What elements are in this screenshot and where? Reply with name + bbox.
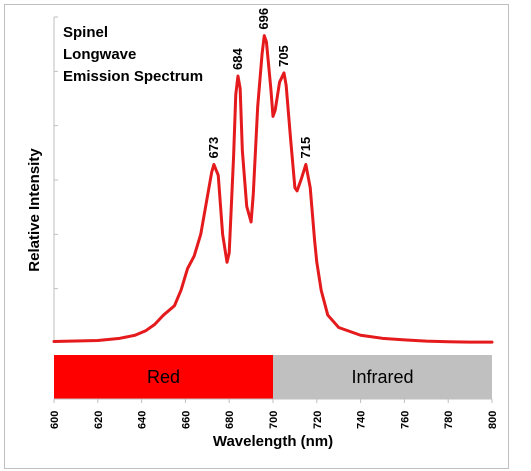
x-tick-label: 620 <box>93 411 105 429</box>
x-tick-label: 720 <box>312 411 324 429</box>
x-tick-label: 780 <box>443 411 455 429</box>
chart-title-line: Longwave <box>63 46 136 63</box>
band-label: Infrared <box>351 367 413 387</box>
x-tick-label: 600 <box>49 411 61 429</box>
chart-title-line: Emission Spectrum <box>63 68 203 85</box>
x-axis-ticks: 600 620 640 660 680 700 720 740 760 780 800 <box>49 399 499 429</box>
x-tick-label: 680 <box>224 411 236 429</box>
x-tick-label: 700 <box>268 411 280 429</box>
emission-curve-line <box>52 34 494 344</box>
peak-label-684: 684 <box>230 48 245 70</box>
band-label: Red <box>147 367 180 387</box>
x-axis-label: Wavelength (nm) <box>213 433 333 450</box>
peak-labels: 673 684 696 705 715 <box>206 8 313 159</box>
chart-title: Spinel Longwave Emission Spectrum <box>63 24 203 85</box>
band-red <box>54 355 273 399</box>
x-tick-label: 640 <box>137 411 149 429</box>
spectrum-bands: Red Infrared <box>54 355 492 399</box>
peak-label-705: 705 <box>276 45 291 67</box>
y-axis-label: Relative Intensity <box>26 148 43 272</box>
x-tick-label: 800 <box>487 411 499 429</box>
x-tick-label: 760 <box>399 411 411 429</box>
peak-label-696: 696 <box>256 8 271 30</box>
chart-title-line: Spinel <box>63 24 108 41</box>
emission-curve <box>52 34 494 344</box>
x-tick-label: 740 <box>356 411 368 429</box>
peak-label-673: 673 <box>206 137 221 159</box>
x-tick-label: 660 <box>180 411 192 429</box>
chart: Spinel Longwave Emission Spectrum Red Infra… <box>26 8 499 450</box>
peak-label-715: 715 <box>298 137 313 159</box>
band-infrared <box>273 355 492 399</box>
chart-frame: Spinel Longwave Emission Spectrum Red Infra… <box>4 4 509 469</box>
